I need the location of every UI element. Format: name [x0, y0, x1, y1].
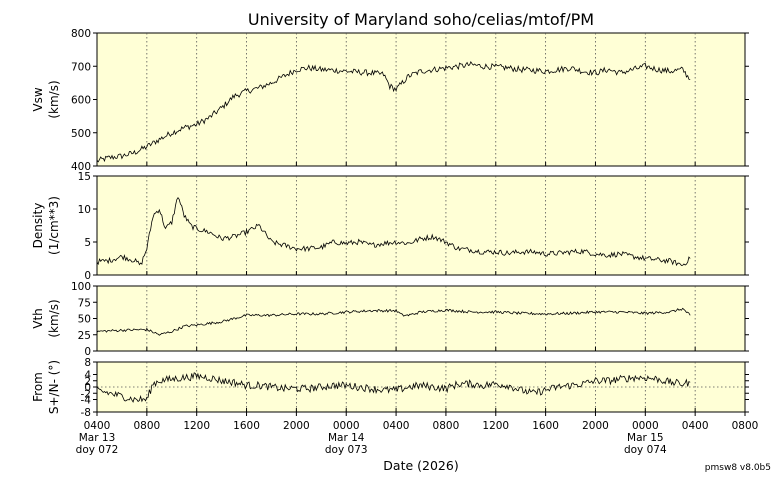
y-tick-label: 400: [71, 161, 91, 173]
x-tick-label: 1200: [482, 420, 509, 432]
y-tick-label: 50: [78, 314, 91, 326]
x-tick-label: 1200: [183, 420, 210, 432]
x-tick-label: 2000: [582, 420, 609, 432]
panel-background: [96, 285, 746, 352]
x-tick-label: 0800: [732, 420, 759, 432]
y-tick-label: 2: [84, 376, 91, 388]
y-tick-label: 100: [71, 281, 91, 293]
x-tick-label: doy 074: [624, 444, 667, 456]
y-axis-label: S+/N- (°): [47, 360, 61, 414]
y-tick-label: 0: [84, 346, 91, 358]
y-tick-label: 0: [84, 382, 91, 394]
panel-background: [96, 175, 746, 276]
y-tick-label: 8: [84, 357, 91, 369]
y-tick-label: -8: [81, 407, 91, 419]
panel-1: 0 5 10 15 Density (1/cm**3): [31, 171, 749, 282]
x-tick-label: 1600: [233, 420, 260, 432]
x-tick-label: Mar 15: [627, 432, 664, 444]
y-tick-label: 600: [71, 95, 91, 107]
x-tick-label: Mar 13: [79, 432, 116, 444]
version-label: pmsw8 v8.0b5: [705, 463, 771, 473]
y-tick-label: 75: [78, 297, 91, 309]
series-line: [96, 307, 691, 336]
chart-title: University of Maryland soho/celias/mtof/…: [248, 10, 594, 29]
x-tick-label: 0400: [682, 420, 709, 432]
series-line: [96, 60, 691, 163]
x-tick-label: 2000: [283, 420, 310, 432]
y-tick-label: 700: [71, 61, 91, 73]
x-tick-label: 1600: [532, 420, 559, 432]
y-tick-label: 15: [78, 171, 91, 183]
x-axis-label: Date (2026): [383, 458, 458, 473]
x-tick-label: 0000: [333, 420, 360, 432]
y-tick-label: -4: [81, 395, 92, 407]
panel-2: 0 25 50 75 100 Vth (km/s): [31, 281, 749, 358]
y-axis-label: Density: [31, 203, 45, 249]
x-tick-label: 0800: [433, 420, 460, 432]
y-axis-label: (km/s): [47, 299, 61, 337]
y-tick-label: 5: [84, 237, 91, 249]
y-axis-label: From: [31, 372, 45, 402]
y-tick-label: 0: [84, 270, 91, 282]
x-tick-label: Mar 14: [328, 432, 365, 444]
x-tick-label: 0800: [133, 420, 160, 432]
x-tick-label: doy 073: [325, 444, 368, 456]
x-tick-label: 0400: [84, 420, 111, 432]
y-tick-label: 10: [78, 204, 91, 216]
series-line: [96, 196, 691, 267]
y-axis-label: Vsw: [31, 87, 45, 111]
x-tick-label: doy 072: [76, 444, 119, 456]
series-line: [96, 372, 691, 403]
panel-0: 400 500 600 700 800 Vsw (km/s): [31, 28, 749, 173]
y-axis-label: Vth: [31, 308, 45, 329]
y-tick-label: -2: [81, 388, 91, 400]
x-tick-label: 0400: [383, 420, 410, 432]
y-axis-label: (km/s): [47, 80, 61, 118]
y-tick-label: 25: [78, 330, 91, 342]
x-tick-label: 0000: [632, 420, 659, 432]
y-tick-label: 500: [71, 128, 91, 140]
panel-background: [96, 32, 746, 167]
y-axis-label: (1/cm**3): [47, 196, 61, 255]
y-tick-label: 4: [84, 370, 91, 382]
y-tick-label: 800: [71, 28, 91, 40]
